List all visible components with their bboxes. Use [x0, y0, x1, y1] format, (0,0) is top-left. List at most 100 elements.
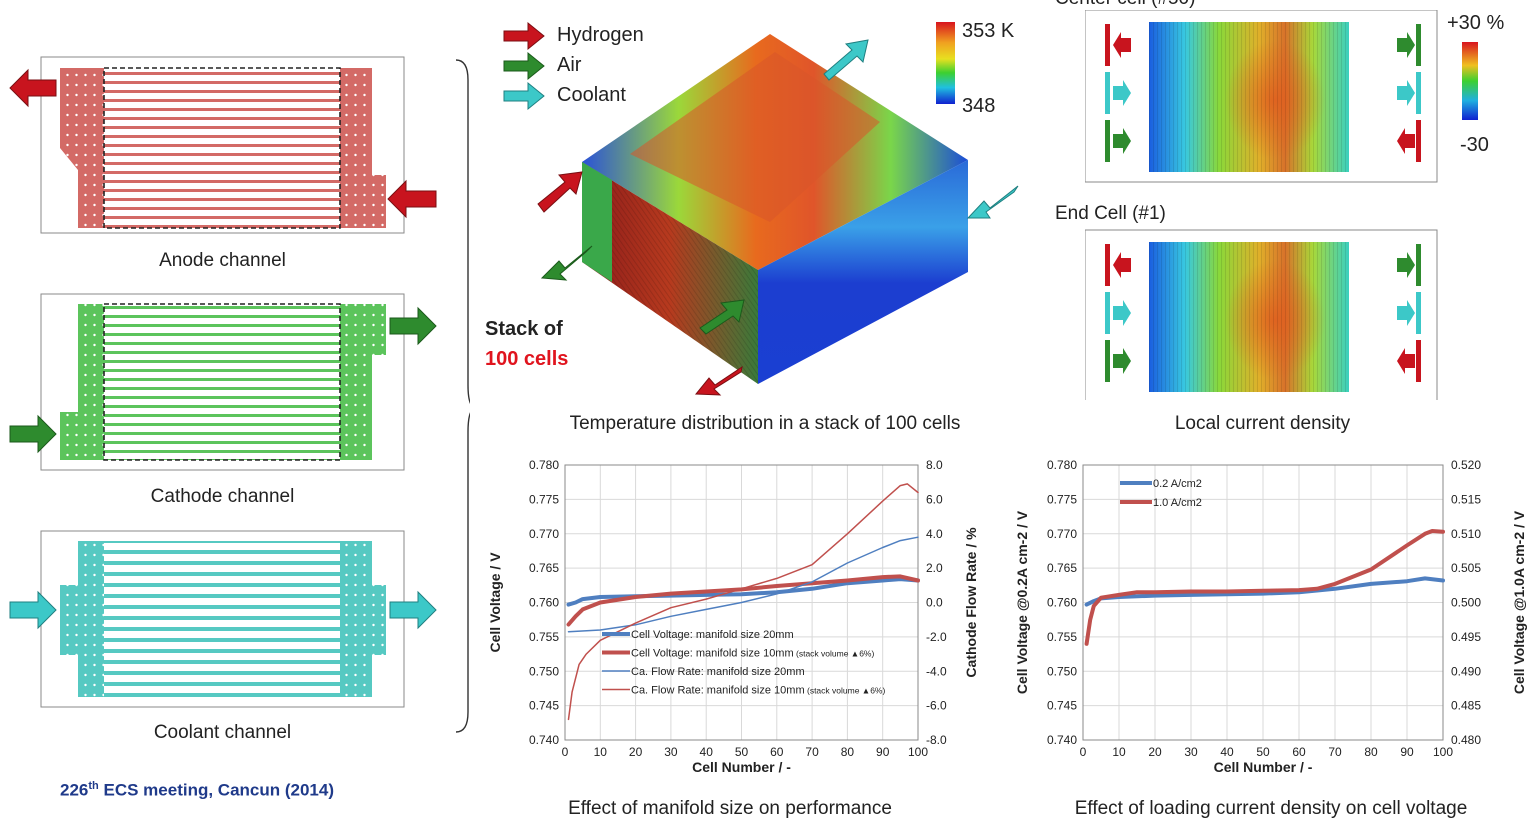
- x-tick-label: 100: [1433, 745, 1453, 759]
- y-tick-label: 0.740: [529, 733, 559, 747]
- x-tick-label: 0: [1080, 745, 1087, 759]
- y2-tick-label: 6.0: [926, 492, 943, 506]
- hydrogen-inlet-arrow-icon: [537, 171, 583, 213]
- y-tick-label: 0.770: [1047, 527, 1077, 541]
- legend-label-1: Cell Voltage: manifold size 10mm (stack …: [631, 648, 874, 660]
- current-density-caption: Local current density: [1174, 413, 1351, 434]
- legend-name: 0.2 A/cm2: [1153, 478, 1202, 490]
- air-arrow-icon: [503, 51, 545, 81]
- air-outlet-arrow-icon: [540, 245, 593, 281]
- current-chart-caption: Effect of loading current density on cel…: [1074, 798, 1468, 819]
- coolant-outlet-arrow-icon: [389, 590, 437, 630]
- y-tick-label: 0.770: [529, 527, 559, 541]
- coolant-inlet-arrow-icon: [966, 185, 1019, 219]
- legend-label-1: 1.0 A/cm2: [1153, 497, 1202, 509]
- legend-name: 1.0 A/cm2: [1153, 497, 1202, 509]
- series-line-2: [567, 536, 919, 633]
- y2-tick-label: 4.0: [926, 527, 943, 541]
- channel-schematics: [9, 56, 470, 733]
- coolant-arrow-icon: [503, 81, 545, 111]
- cathode-channel-label: Cathode channel: [150, 486, 295, 507]
- legend-label-0: Cell Voltage: manifold size 20mm: [631, 629, 794, 641]
- x-tick-label: 20: [629, 745, 643, 759]
- y2-tick-label: 0.485: [1451, 699, 1481, 713]
- y-tick-label: 0.745: [1047, 699, 1077, 713]
- legend-label-0: 0.2 A/cm2: [1153, 478, 1202, 490]
- x-tick-label: 90: [876, 745, 890, 759]
- center-cell-flow-icons: [1105, 24, 1421, 162]
- x-tick-label: 10: [594, 745, 608, 759]
- x-tick-label: 50: [735, 745, 749, 759]
- y2-tick-label: 0.0: [926, 596, 943, 610]
- y-tick-label: 0.765: [1047, 561, 1077, 575]
- cathode-outlet-arrow-icon: [389, 306, 437, 346]
- temperature-color-scale: [936, 22, 955, 104]
- stack-cells-label: 100 cells: [485, 348, 569, 370]
- x-tick-label: 30: [1184, 745, 1198, 759]
- stack-caption: Temperature distribution in a stack of 1…: [569, 413, 961, 434]
- cathode-channel-diagram: [9, 293, 437, 471]
- end-cell-title: End Cell (#1): [1055, 203, 1166, 224]
- x-axis-title: Cell Number / -: [1214, 759, 1313, 775]
- plot-area: [1082, 464, 1444, 741]
- center-cell-title: Center cell (#50): [1055, 0, 1195, 10]
- series-line-1: [566, 574, 920, 627]
- legend-name: Ca. Flow Rate: manifold size 20mm: [631, 666, 805, 678]
- hydrogen-outlet-arrow-icon: [694, 365, 743, 396]
- y2-tick-label: -8.0: [926, 733, 947, 747]
- y2-axis-title: Cell Voltage @1.0A cm-2 / V: [1511, 510, 1527, 694]
- y2-axis-title: Cathode Flow Rate / %: [963, 527, 979, 678]
- legend-name: Cell Voltage: manifold size 20mm: [631, 629, 794, 641]
- anode-inlet-arrow-icon: [387, 179, 437, 219]
- coolant-outlet-arrow-icon: [823, 39, 869, 81]
- legend-note: (stack volume ▲6%): [794, 649, 875, 659]
- x-tick-label: 100: [908, 745, 928, 759]
- y-tick-label: 0.780: [1047, 458, 1077, 472]
- cd-scale-min: -30: [1460, 134, 1489, 156]
- x-axis-title: Cell Number / -: [692, 759, 791, 775]
- y2-tick-label: 8.0: [926, 458, 943, 472]
- legend-label-3: Ca. Flow Rate: manifold size 10mm (stack…: [631, 685, 885, 697]
- anode-channel-label: Anode channel: [159, 250, 286, 271]
- x-tick-label: 20: [1148, 745, 1162, 759]
- temp-scale-max: 353 K: [962, 20, 1015, 42]
- y2-tick-label: 2.0: [926, 561, 943, 575]
- y-tick-label: 0.745: [529, 699, 559, 713]
- manifold-chart-caption: Effect of manifold size on performance: [568, 798, 892, 819]
- temp-scale-min: 348: [962, 95, 996, 117]
- series-line-1: [1084, 529, 1445, 646]
- coolant-inlet-arrow-icon: [9, 590, 57, 630]
- anode-outlet-arrow-icon: [9, 68, 57, 108]
- stack-right-face: [758, 160, 968, 384]
- end-cell-flow-icons: [1105, 244, 1421, 382]
- current-density-maps: [1085, 10, 1438, 400]
- y-tick-label: 0.755: [529, 630, 559, 644]
- y-axis-title: Cell Voltage @0.2A cm-2 / V: [1014, 510, 1030, 694]
- cathode-inlet-arrow-icon: [9, 414, 57, 454]
- x-tick-label: 60: [770, 745, 784, 759]
- legend-note: (stack volume ▲6%): [805, 686, 886, 696]
- y-tick-label: 0.740: [1047, 733, 1077, 747]
- stack-label: Stack of: [485, 318, 563, 340]
- coolant-channel-diagram: [9, 530, 437, 708]
- x-tick-label: 70: [1328, 745, 1342, 759]
- stack-temperature-3d: [537, 22, 1019, 396]
- cd-scale-max: +30 %: [1447, 12, 1505, 34]
- x-tick-label: 80: [1364, 745, 1378, 759]
- coolant-channel-label: Coolant channel: [153, 722, 292, 743]
- y2-tick-label: 0.490: [1451, 664, 1481, 678]
- series-line-3: [567, 483, 919, 721]
- grouping-brace: [455, 59, 470, 733]
- plot-area: [564, 464, 919, 741]
- y-tick-label: 0.750: [529, 664, 559, 678]
- y-tick-label: 0.765: [529, 561, 559, 575]
- y2-tick-label: 0.500: [1451, 596, 1481, 610]
- y2-tick-label: 0.480: [1451, 733, 1481, 747]
- y-tick-label: 0.780: [529, 458, 559, 472]
- x-tick-label: 70: [805, 745, 819, 759]
- y2-tick-label: -2.0: [926, 630, 947, 644]
- flow-legend: Hydrogen Air Coolant: [500, 20, 644, 112]
- y2-tick-label: 0.505: [1451, 561, 1481, 575]
- x-tick-label: 80: [841, 745, 855, 759]
- x-tick-label: 10: [1112, 745, 1126, 759]
